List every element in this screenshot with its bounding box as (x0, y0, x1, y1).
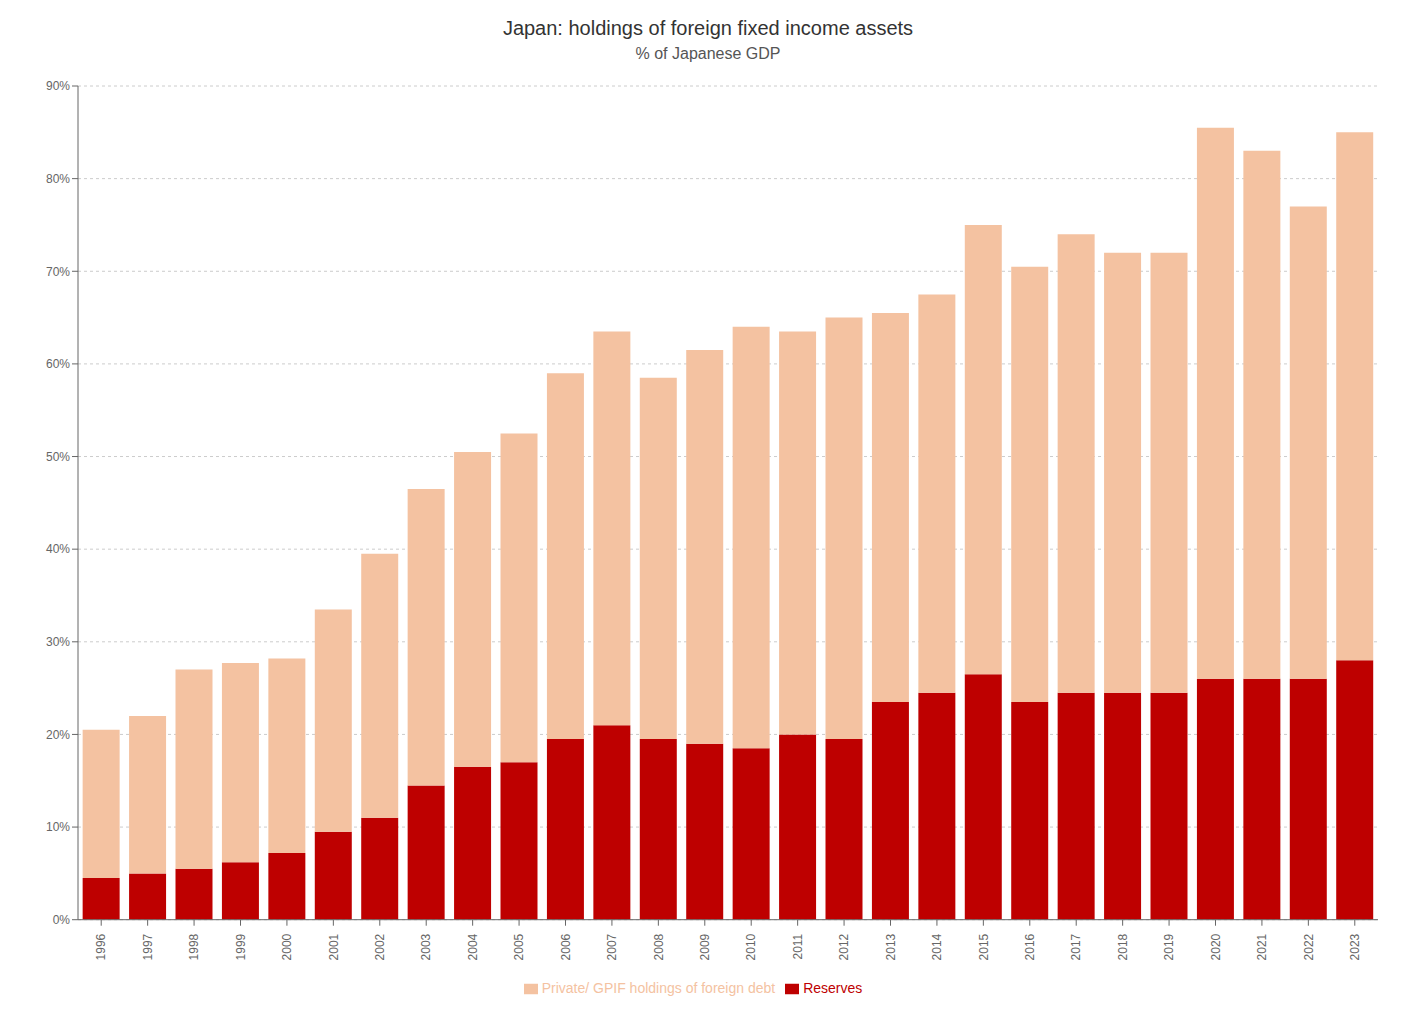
svg-text:90%: 90% (46, 79, 70, 93)
svg-text:40%: 40% (46, 542, 70, 556)
svg-text:2013: 2013 (884, 933, 898, 960)
svg-text:2000: 2000 (280, 933, 294, 960)
html-text:% of Japanese GDP: % of Japanese GDP (635, 45, 781, 62)
svg-text:2011: 2011 (791, 933, 805, 959)
html-text:Reserves: Reserves (803, 979, 863, 996)
svg-text:2010: 2010 (744, 933, 758, 960)
svg-text:2001: 2001 (327, 933, 341, 960)
svg-text:2019: 2019 (1162, 933, 1176, 960)
svg-text:2002: 2002 (373, 933, 387, 960)
svg-text:2022: 2022 (1302, 933, 1316, 960)
svg-text:0%: 0% (53, 913, 71, 927)
svg-text:2015: 2015 (977, 933, 991, 960)
svg-text:2005: 2005 (512, 933, 526, 960)
svg-text:10%: 10% (46, 820, 70, 834)
svg-text:1996: 1996 (94, 933, 108, 960)
svg-text:2004: 2004 (466, 933, 480, 960)
svg-text:30%: 30% (46, 635, 70, 649)
svg-text:2007: 2007 (605, 933, 619, 960)
svg-text:2018: 2018 (1116, 933, 1130, 960)
svg-text:2023: 2023 (1348, 933, 1362, 960)
html-text:Private/ GPIF holdings of fore: Private/ GPIF holdings of foreign debt (541, 979, 776, 996)
svg-text:2003: 2003 (419, 933, 433, 960)
html-text:Japan: holdings of foreign fix: Japan: holdings of foreign fixed income … (502, 17, 914, 39)
svg-text:2020: 2020 (1209, 933, 1223, 960)
svg-text:50%: 50% (46, 450, 70, 464)
svg-text:2017: 2017 (1069, 933, 1083, 960)
svg-text:80%: 80% (46, 172, 70, 186)
svg-text:2006: 2006 (559, 933, 573, 960)
svg-text:2021: 2021 (1255, 933, 1269, 960)
svg-text:2012: 2012 (837, 933, 851, 960)
svg-text:70%: 70% (46, 265, 70, 279)
svg-text:2016: 2016 (1023, 933, 1037, 960)
svg-text:2009: 2009 (698, 933, 712, 960)
svg-text:2008: 2008 (652, 933, 666, 960)
svg-text:1997: 1997 (141, 933, 155, 960)
svg-text:2014: 2014 (930, 933, 944, 960)
svg-text:60%: 60% (46, 357, 70, 371)
svg-text:20%: 20% (46, 728, 70, 742)
svg-text:1998: 1998 (187, 933, 201, 960)
svg-text:1999: 1999 (234, 933, 248, 960)
